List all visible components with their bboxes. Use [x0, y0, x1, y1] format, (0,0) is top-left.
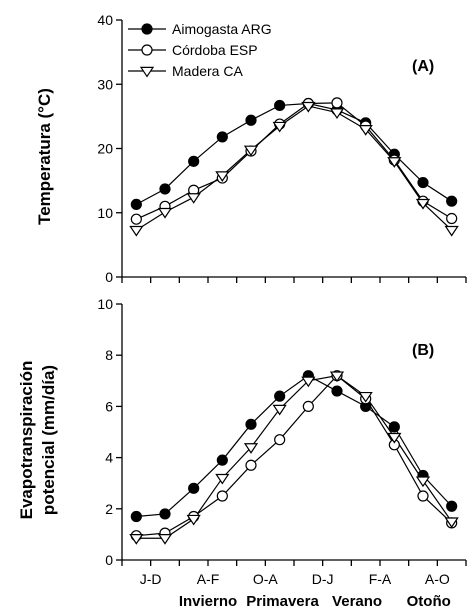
panel-a-point-madera-ca — [243, 145, 259, 157]
panel-b-point-madera-ca — [415, 476, 431, 488]
season-label-verano: Verano — [332, 593, 382, 610]
panel-a-point-aimogasta-arg — [417, 176, 429, 189]
panel-a-point-aimogasta-arg — [159, 183, 171, 195]
panel-a-y-tick-label: 40 — [97, 12, 113, 28]
panel-a-y-tick-label: 30 — [97, 76, 113, 92]
panel-a-y-tick-label: 0 — [105, 269, 113, 285]
panel-b-y-tick-label: 4 — [105, 450, 113, 466]
panel-a-point-aimogasta-arg — [130, 198, 142, 210]
panel-b-panel-label: (B) — [412, 342, 434, 359]
legend-item-madera-ca: Madera CA — [128, 63, 243, 79]
panel-b-point-cordoba-esp — [274, 434, 286, 446]
panel-a-point-madera-ca — [415, 198, 431, 210]
panel-b-point-aimogasta-arg — [130, 510, 142, 523]
panel-b-point-madera-ca — [215, 473, 230, 485]
panel-a-point-aimogasta-arg — [446, 195, 458, 207]
legend-item-cordoba-esp: Córdoba ESP — [128, 42, 258, 58]
panel-b-point-cordoba-esp — [417, 490, 429, 502]
panel-b-point-aimogasta-arg — [388, 421, 400, 433]
panel-a-y-tick-label: 10 — [97, 205, 113, 221]
panel-b-y-tick-label: 10 — [97, 296, 113, 312]
panel-b-point-madera-ca — [387, 432, 402, 444]
panel-b-y-axis-title-line: potencial (mm/día) — [39, 365, 58, 515]
panel-a-point-madera-ca — [301, 101, 316, 113]
panel-a-point-aimogasta-arg — [245, 114, 257, 126]
legend-item-aimogasta-arg: Aimogasta ARG — [128, 21, 272, 37]
panel-b-point-aimogasta-arg — [245, 418, 257, 430]
panel-a-point-cordoba-esp — [446, 212, 458, 225]
panel-b-point-aimogasta-arg — [331, 385, 343, 397]
legend-marker — [141, 23, 153, 35]
panel-a-point-madera-ca — [329, 108, 345, 120]
panel-a-point-aimogasta-arg — [216, 131, 228, 143]
panel-a-point-madera-ca — [186, 193, 201, 204]
panel-b-point-madera-ca — [129, 534, 144, 545]
legend-marker — [141, 44, 153, 56]
season-label-otono: Otoño — [407, 593, 451, 610]
panel-a-y-axis-title: Temperatura (°C) — [35, 88, 54, 225]
panel-b-x-tick-label: A-F — [197, 571, 220, 587]
legend: Aimogasta ARG Córdoba ESP Madera CA — [128, 21, 272, 79]
panel-b-point-madera-ca — [243, 443, 259, 454]
panel-a-y-tick-label: 20 — [97, 141, 113, 157]
panel-b-point-madera-ca — [186, 514, 201, 526]
season-label-primavera: Primavera — [246, 593, 319, 610]
panel-b-point-cordoba-esp — [245, 459, 257, 471]
panel-b-x-tick-label: O-A — [253, 571, 279, 587]
panel-b-x-tick-label: F-A — [369, 571, 392, 587]
panel-a-panel-label: (A) — [412, 58, 434, 75]
panel-b-x-tick-label: D-J — [312, 571, 334, 587]
panel-b-point-cordoba-esp — [216, 490, 228, 502]
panel-b-series-line-aimogasta-arg — [136, 374, 453, 518]
panel-b-y-tick-label: 6 — [105, 398, 113, 414]
panel-a-series-line-madera-ca — [136, 105, 453, 231]
panel-b-point-madera-ca — [272, 404, 287, 416]
panel-b-series-line-cordoba-esp — [136, 374, 453, 537]
panel-b-point-madera-ca — [358, 391, 373, 403]
panel-a-point-madera-ca — [272, 121, 287, 133]
panel-b-y-axis-title: Evapotranspiración potencial (mm/día) — [17, 361, 58, 520]
panel-b-x-tick-label: J-D — [140, 571, 162, 587]
legend-label: Aimogasta ARG — [172, 21, 272, 37]
panel-a-point-madera-ca — [157, 207, 173, 219]
panel-a-series-line-cordoba-esp — [136, 102, 452, 220]
panel-a-point-aimogasta-arg — [188, 155, 200, 167]
panel-b-point-madera-ca — [329, 371, 345, 383]
season-label-invierno: Invierno — [179, 593, 237, 610]
panel-b-y-axis-title-line: Evapotranspiración — [17, 361, 36, 520]
panel-a-point-madera-ca — [129, 225, 144, 237]
panel-a-series-line-aimogasta-arg — [136, 102, 452, 205]
panel-b-y-tick-label: 2 — [105, 501, 113, 517]
panel-b-point-aimogasta-arg — [446, 500, 458, 512]
panel-b-point-aimogasta-arg — [216, 454, 228, 466]
panel-b-point-madera-ca — [301, 376, 316, 388]
panel-b-series-line-madera-ca — [136, 375, 453, 539]
legend-marker — [139, 66, 155, 78]
panel-b-point-cordoba-esp — [302, 400, 314, 412]
panel-a-point-cordoba-esp — [130, 213, 142, 225]
panel-a-temperature-chart: 0 10 20 30 40 Temperatura (°C) (A) Aimogasta AR… — [35, 12, 467, 285]
panel-b-y-tick-label: 8 — [105, 347, 113, 363]
panel-a-point-madera-ca — [387, 157, 402, 168]
legend-label: Madera CA — [172, 63, 243, 79]
panel-b-x-tick-label: A-O — [425, 571, 450, 587]
panel-a-point-aimogasta-arg — [274, 99, 286, 112]
panel-a-point-madera-ca — [215, 171, 230, 182]
panel-b-y-tick-label: 0 — [105, 552, 113, 568]
panel-b-point-aimogasta-arg — [159, 508, 171, 520]
panel-a-point-madera-ca — [358, 125, 373, 136]
panel-b-point-aimogasta-arg — [274, 390, 286, 402]
legend-label: Córdoba ESP — [172, 42, 258, 58]
panel-a-point-madera-ca — [444, 225, 459, 237]
panel-a-point-cordoba-esp — [331, 97, 343, 109]
panel-b-point-madera-ca — [157, 534, 173, 545]
panel-b-evapotranspiration-chart: 0 2 4 6 8 10 Evapotranspiración potencial (mm/d… — [17, 296, 467, 610]
panel-b-point-aimogasta-arg — [188, 482, 200, 494]
panel-b-point-madera-ca — [444, 517, 459, 529]
